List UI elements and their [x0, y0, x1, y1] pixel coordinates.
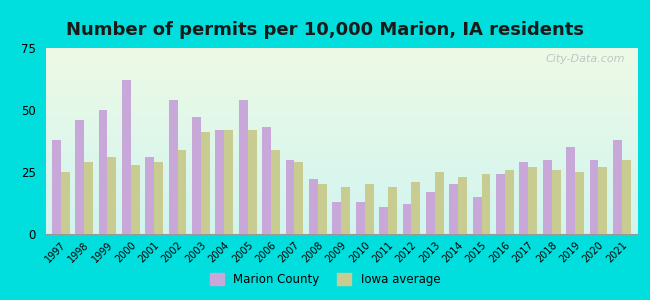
Bar [122, 80, 131, 234]
Bar [248, 130, 257, 234]
Bar [169, 100, 177, 234]
Bar [575, 172, 584, 234]
Bar [496, 175, 505, 234]
Bar [177, 150, 187, 234]
Bar [379, 207, 388, 234]
Bar [154, 162, 163, 234]
Bar [332, 202, 341, 234]
Bar [458, 177, 467, 234]
Bar [505, 169, 514, 234]
Bar [271, 150, 280, 234]
Bar [388, 187, 397, 234]
Bar [262, 128, 271, 234]
Bar [482, 175, 490, 234]
Bar [473, 197, 482, 234]
Bar [552, 169, 560, 234]
Bar [528, 167, 537, 234]
Bar [318, 184, 327, 234]
Text: City-Data.com: City-Data.com [545, 54, 625, 64]
Text: Number of permits per 10,000 Marion, IA residents: Number of permits per 10,000 Marion, IA … [66, 21, 584, 39]
Bar [411, 182, 421, 234]
Bar [107, 157, 116, 234]
Bar [622, 160, 630, 234]
Bar [309, 179, 318, 234]
Bar [99, 110, 107, 234]
Bar [566, 147, 575, 234]
Legend: Marion County, Iowa average: Marion County, Iowa average [205, 268, 445, 291]
Bar [224, 130, 233, 234]
Bar [239, 100, 248, 234]
Bar [192, 117, 201, 234]
Bar [52, 140, 60, 234]
Bar [519, 162, 528, 234]
Bar [215, 130, 224, 234]
Bar [449, 184, 458, 234]
Bar [356, 202, 365, 234]
Bar [60, 172, 70, 234]
Bar [341, 187, 350, 234]
Bar [543, 160, 552, 234]
Bar [613, 140, 622, 234]
Bar [294, 162, 304, 234]
Bar [599, 167, 607, 234]
Bar [201, 132, 210, 234]
Bar [84, 162, 93, 234]
Bar [426, 192, 435, 234]
Bar [365, 184, 374, 234]
Bar [590, 160, 599, 234]
Bar [402, 204, 411, 234]
Bar [131, 165, 140, 234]
Bar [435, 172, 444, 234]
Bar [75, 120, 84, 234]
Bar [146, 157, 154, 234]
Bar [285, 160, 294, 234]
